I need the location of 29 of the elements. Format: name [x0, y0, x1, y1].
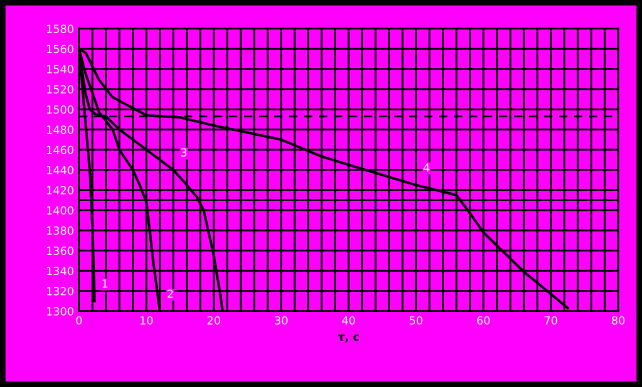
y-tick-label: 1460 — [47, 146, 74, 154]
y-tick-label: 1580 — [47, 24, 74, 34]
x-axis-title: τ, c — [338, 334, 359, 342]
x-tick-label: 30 — [274, 316, 288, 325]
annotation: 2 — [168, 289, 173, 298]
annotation: 1 — [102, 280, 108, 288]
y-tick-label: 1300 — [47, 307, 74, 316]
y-tick-label: 1520 — [47, 85, 74, 94]
y-tick-label: 1440 — [47, 166, 74, 174]
y-tick-label: 1400 — [47, 206, 74, 215]
y-tick-label: 1380 — [47, 226, 74, 235]
y-tick-label: 1500 — [47, 105, 74, 114]
x-tick-label: 0 — [76, 316, 82, 325]
x-tick-label: 70 — [544, 316, 558, 325]
y-tick-label: 1480 — [47, 126, 74, 134]
annotation: 4 — [424, 164, 430, 172]
x-tick-label: 60 — [477, 316, 490, 325]
x-tick-label: 20 — [208, 316, 220, 325]
x-tick-label: 50 — [410, 316, 422, 325]
x-tick-label: 10 — [140, 316, 153, 325]
y-tick-label: 1540 — [47, 64, 74, 74]
y-tick-label: 1560 — [47, 44, 74, 54]
annotation: 3 — [181, 148, 186, 157]
y-tick-label: 1420 — [47, 186, 74, 194]
y-tick-label: 1340 — [47, 266, 74, 276]
x-tick-label: 40 — [342, 316, 355, 325]
y-tick-label: 1320 — [47, 286, 74, 296]
x-tick-label: 80 — [612, 316, 625, 325]
y-tick-label: 1360 — [47, 246, 74, 255]
